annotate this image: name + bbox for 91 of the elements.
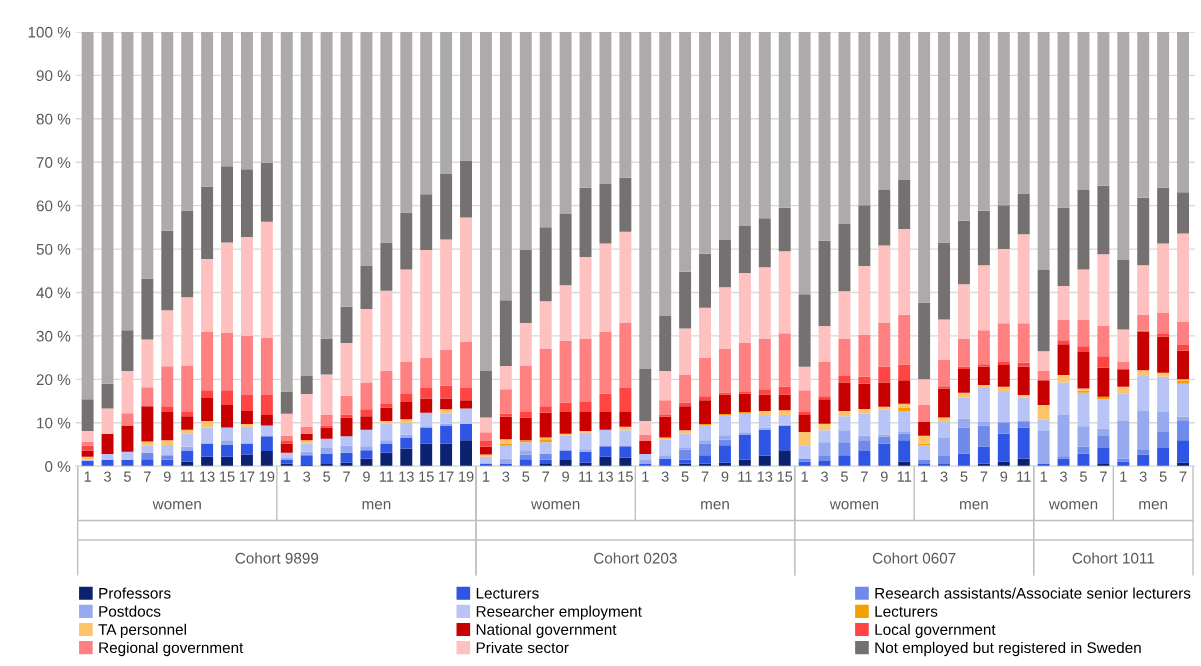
legend-label: Lecturers — [875, 606, 938, 617]
x-tick-label: 15 — [220, 471, 235, 482]
x-tick-label: 7 — [144, 471, 151, 482]
legend-label: Research assistants/Associate senior lecturers — [875, 587, 1191, 599]
x-tick-label: 17 — [439, 471, 454, 482]
x-tick-label: 3 — [940, 471, 948, 482]
legend-label: Private sector — [476, 641, 569, 654]
x-tick-label: 5 — [123, 471, 131, 482]
x-tick-label: 11 — [180, 471, 195, 482]
legend-label: Postdocs — [99, 605, 161, 617]
x-tick-label: 5 — [323, 471, 331, 482]
legend-label: National government — [476, 623, 617, 638]
x-tick-label: 9 — [880, 471, 888, 482]
x-tick-label: 1 — [483, 471, 490, 482]
x-tick-label: 11 — [1017, 471, 1031, 482]
legend-label: Regional government — [99, 641, 244, 657]
y-tick-label: 30 % — [36, 330, 71, 342]
x-tick-label: 7 — [343, 471, 350, 482]
x-tick-label: 7 — [701, 471, 709, 482]
y-tick-label: 40 % — [36, 287, 71, 299]
x-tick-label: 5 — [1159, 471, 1167, 482]
legend-label: Lecturers — [476, 588, 539, 599]
x-tick-label: 5 — [960, 471, 968, 482]
x-tick-label: 9 — [562, 471, 569, 482]
x-tick-label: 11 — [738, 471, 752, 482]
x-tick-label: 3 — [303, 471, 311, 482]
x-tick-label: 11 — [897, 471, 912, 482]
text: men — [362, 501, 391, 510]
x-tick-label: 13 — [598, 471, 613, 482]
x-tick-label: 15 — [777, 471, 793, 482]
legend-label: Local government — [875, 623, 996, 638]
x-tick-label: 3 — [104, 471, 111, 482]
x-tick-label: 5 — [522, 471, 530, 482]
x-tick-label: 9 — [721, 471, 729, 482]
x-tick-label: 11 — [579, 471, 593, 482]
legend-label: Researcher employment — [476, 605, 642, 620]
legend-label: TA personnel — [98, 623, 186, 638]
y-tick-label: 100 % — [28, 26, 71, 38]
y-tick-label: 90 % — [36, 70, 71, 82]
text: Cohort 9899 — [235, 552, 319, 564]
x-tick-label: 1 — [84, 471, 91, 482]
x-tick-label: 7 — [1100, 471, 1107, 482]
x-tick-label: 7 — [1179, 471, 1187, 482]
legend-label: Not employed but registered in Sweden — [875, 641, 1141, 657]
x-tick-label: 1 — [921, 471, 928, 482]
x-tick-label: 3 — [1060, 471, 1067, 482]
x-tick-label: 3 — [821, 471, 828, 482]
x-tick-label: 7 — [542, 471, 550, 482]
x-tick-label: 1 — [642, 471, 649, 482]
x-tick-label: 9 — [163, 471, 171, 482]
x-tick-label: 15 — [618, 471, 633, 482]
y-tick-label: 70 % — [36, 157, 71, 168]
x-tick-label: 5 — [681, 471, 689, 482]
x-tick-label: 19 — [459, 471, 474, 482]
legend-label: Professors — [99, 587, 171, 599]
x-tick-label: 3 — [1139, 471, 1147, 482]
y-tick-label: 0 % — [45, 461, 71, 472]
x-tick-label: 1 — [801, 471, 808, 482]
x-tick-label: 7 — [861, 471, 868, 482]
y-tick-label: 60 % — [36, 200, 71, 212]
y-tick-label: 50 % — [36, 243, 71, 255]
text: men — [960, 501, 988, 510]
text: women — [152, 501, 201, 510]
y-tick-label: 10 % — [37, 417, 71, 429]
text: women — [1048, 501, 1098, 510]
x-tick-label: 17 — [239, 471, 255, 482]
x-tick-label: 19 — [259, 471, 275, 482]
x-tick-label: 9 — [1000, 471, 1008, 482]
y-tick-label: 20 % — [36, 374, 71, 386]
text: women — [829, 501, 879, 510]
x-tick-label: 1 — [1120, 471, 1127, 482]
x-tick-label: 13 — [200, 471, 215, 482]
x-tick-label: 5 — [1079, 471, 1087, 482]
x-tick-label: 13 — [399, 471, 414, 482]
text: Cohort 0203 — [594, 552, 677, 564]
x-tick-label: 9 — [363, 471, 370, 482]
x-tick-label: 15 — [419, 471, 434, 482]
text: Cohort 0607 — [872, 552, 956, 564]
x-tick-label: 5 — [840, 471, 848, 482]
x-tick-label: 13 — [757, 471, 773, 482]
text: Cohort 1011 — [1072, 552, 1155, 564]
text: women — [531, 501, 580, 510]
y-tick-label: 80 % — [36, 113, 71, 125]
text: men — [701, 501, 729, 510]
x-tick-label: 3 — [502, 471, 510, 482]
x-tick-label: 3 — [661, 471, 669, 482]
x-tick-label: 11 — [379, 471, 394, 482]
x-tick-label: 1 — [1040, 471, 1047, 482]
x-tick-label: 1 — [283, 471, 291, 482]
x-tick-label: 7 — [980, 471, 988, 482]
text: men — [1139, 501, 1168, 510]
